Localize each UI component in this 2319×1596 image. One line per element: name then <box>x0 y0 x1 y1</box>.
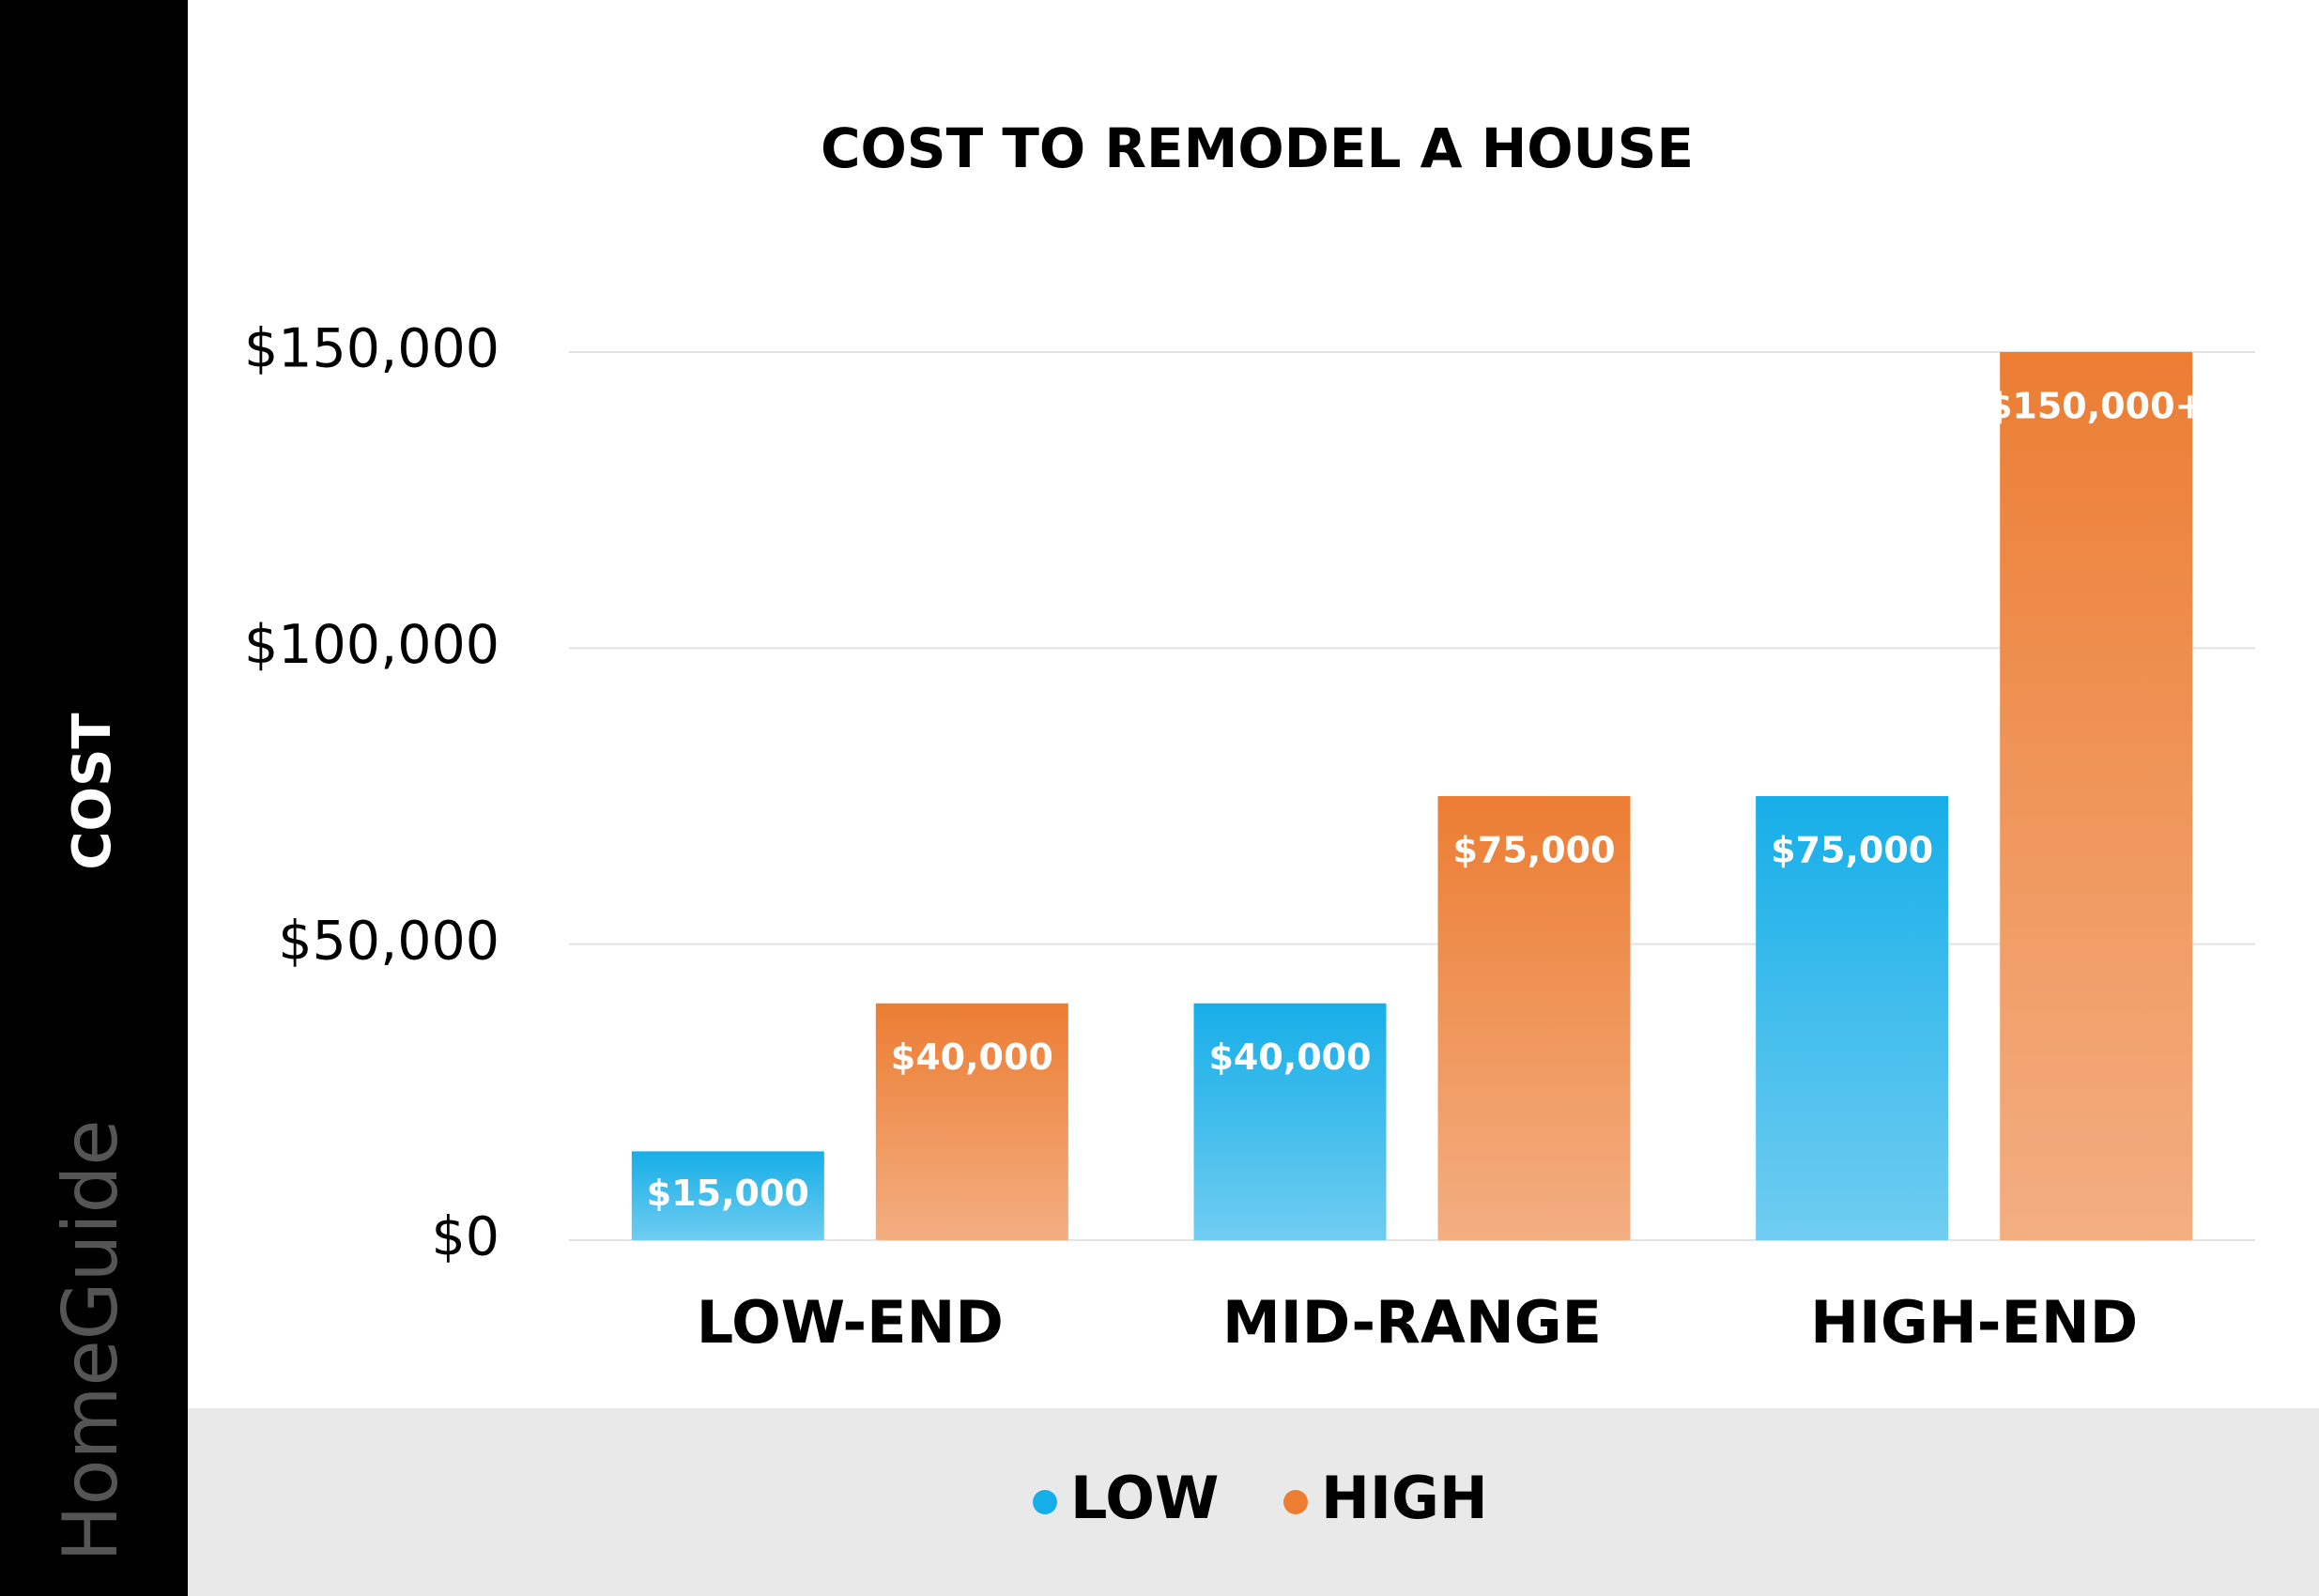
y-tick-label: $50,000 <box>278 910 499 972</box>
bar <box>1437 796 1631 1240</box>
bar <box>2000 352 2193 1240</box>
value-label: $75,000 <box>1452 830 1615 871</box>
y-tick-label: $150,000 <box>244 318 499 380</box>
legend-band <box>188 1408 2319 1596</box>
value-label: $40,000 <box>891 1036 1053 1078</box>
value-label: $150,000+ <box>1988 386 2204 427</box>
legend-marker <box>1033 1490 1057 1514</box>
x-tick-label: LOW-END <box>697 1288 1004 1357</box>
bar <box>1193 1003 1387 1240</box>
bar <box>631 1151 824 1240</box>
legend-label: HIGH <box>1321 1464 1488 1532</box>
y-axis-label: COST <box>62 713 123 869</box>
value-label: $15,000 <box>647 1173 809 1214</box>
brand: HomeGuide <box>47 1119 134 1561</box>
x-tick-label: MID-RANGE <box>1222 1288 1602 1357</box>
bar <box>875 1003 1068 1240</box>
y-tick-label: $100,000 <box>244 614 499 676</box>
legend-marker <box>1283 1490 1308 1514</box>
legend-label: LOW <box>1070 1464 1219 1532</box>
value-label: $75,000 <box>1771 830 1933 871</box>
side-bar <box>0 0 188 1596</box>
y-tick-label: $0 <box>431 1206 499 1268</box>
chart-title: COST TO REMODEL A HOUSE <box>821 116 1694 180</box>
x-tick-label: HIGH-END <box>1810 1288 2138 1357</box>
value-label: $40,000 <box>1208 1036 1371 1078</box>
bar <box>1756 796 1949 1240</box>
